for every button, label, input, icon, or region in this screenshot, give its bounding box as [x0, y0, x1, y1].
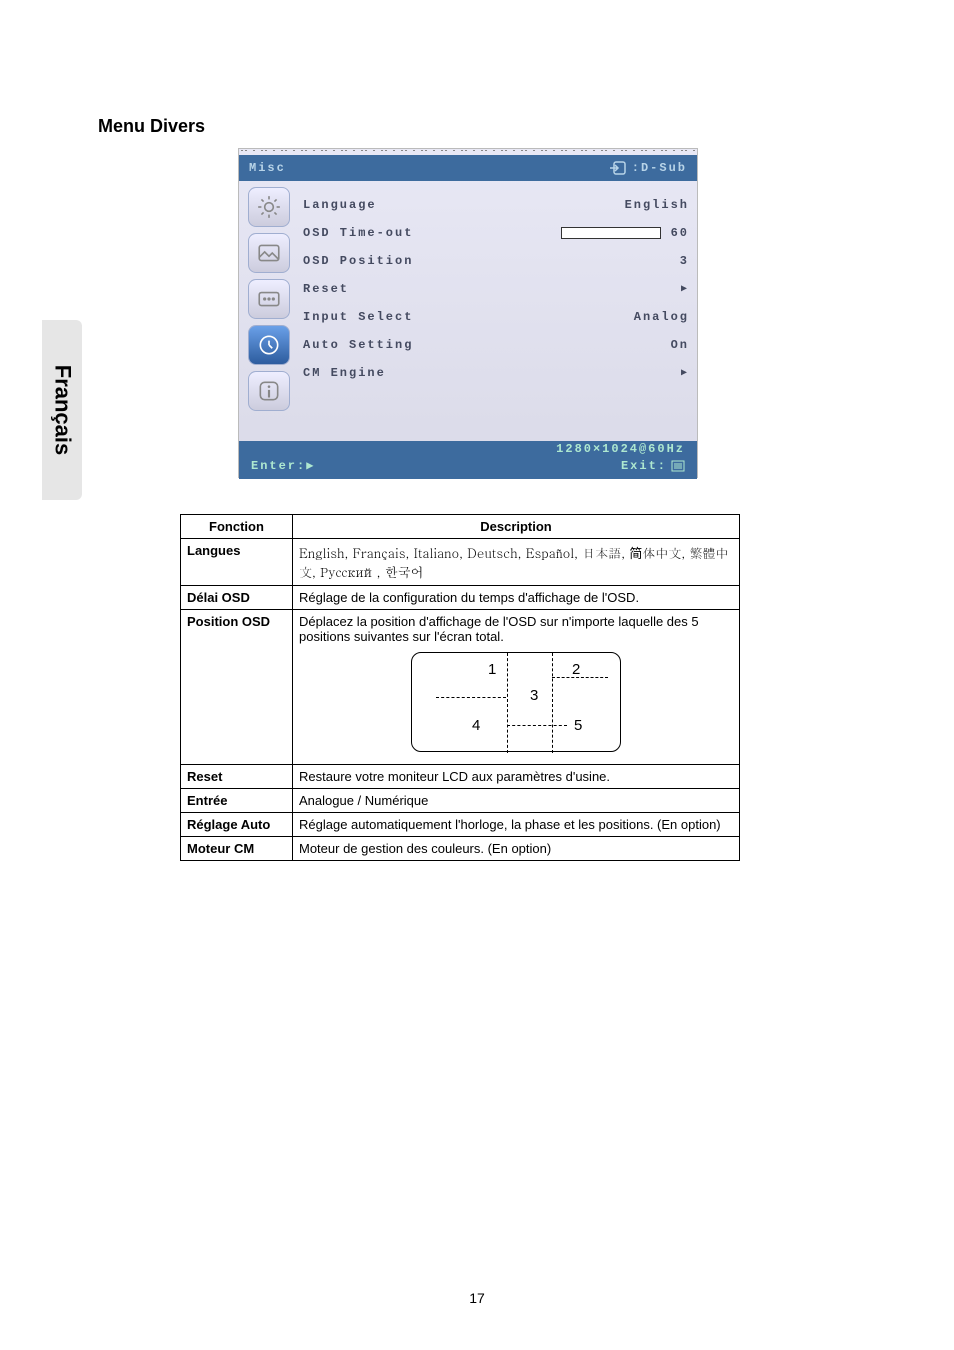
osd-label: OSD Time-out [303, 226, 413, 240]
row-entree: Entrée Analogue / Numérique [181, 789, 740, 813]
osd-row-auto[interactable]: Auto Setting On [303, 331, 689, 359]
row-desc: Analogue / Numérique [293, 789, 740, 813]
pos-1: 1 [488, 661, 496, 678]
osd-row-position[interactable]: OSD Position 3 [303, 247, 689, 275]
row-desc: Réglage automatiquement l'horloge, la ph… [293, 813, 740, 837]
dash-h [507, 725, 567, 726]
pos-3: 3 [530, 687, 538, 704]
osd-value-timeout: 60 [671, 226, 689, 240]
timeout-progress [561, 227, 661, 239]
osd-label: Reset [303, 282, 349, 296]
th-fonction: Fonction [181, 515, 293, 539]
info-icon[interactable] [248, 371, 290, 411]
osd-nav-icons [239, 181, 299, 441]
osd-footer-res: 1280×1024@60Hz [556, 442, 685, 456]
osd-label: Input Select [303, 310, 413, 324]
osd-header: Misc :D-Sub [239, 155, 697, 181]
row-position: Position OSD Déplacez la position d'affi… [181, 610, 740, 765]
dash-v [552, 653, 553, 753]
table-header-row: Fonction Description [181, 515, 740, 539]
osd-value-input: Analog [634, 310, 689, 324]
picture-icon[interactable] [248, 233, 290, 273]
dash-v [507, 653, 508, 753]
osd-value-language: English [625, 198, 689, 212]
page-title: Menu Divers [98, 116, 205, 137]
row-label: Position OSD [181, 610, 293, 765]
osd-row-reset[interactable]: Reset ▶ [303, 275, 689, 303]
osd-title: Misc [249, 161, 286, 175]
dash-h [436, 697, 506, 698]
row-desc: Moteur de gestion des couleurs. (En opti… [293, 837, 740, 861]
row-langues: Langues English, Français, Italiano, Deu… [181, 539, 740, 586]
row-desc: Réglage de la configuration du temps d'a… [293, 586, 740, 610]
osd-value-position: 3 [680, 254, 689, 268]
pos-5: 5 [574, 717, 582, 734]
osd-input-badge-text: :D-Sub [632, 161, 687, 175]
osd-row-timeout[interactable]: OSD Time-out 60 [303, 219, 689, 247]
osd-footer: Enter:▶ 1280×1024@60Hz Exit: [239, 441, 697, 479]
row-desc: English, Français, Italiano, Deutsch, Es… [293, 539, 740, 586]
osd-input-badge: :D-Sub [610, 161, 687, 175]
row-label: Langues [181, 539, 293, 586]
misc-icon[interactable] [248, 325, 290, 365]
row-reglage: Réglage Auto Réglage automatiquement l'h… [181, 813, 740, 837]
page-number: 17 [0, 1290, 954, 1306]
row-label: Moteur CM [181, 837, 293, 861]
th-description: Description [293, 515, 740, 539]
menu-icon [671, 460, 685, 472]
brightness-icon[interactable] [248, 187, 290, 227]
row-desc: Déplacez la position d'affichage de l'OS… [293, 610, 740, 765]
row-delai: Délai OSD Réglage de la configuration du… [181, 586, 740, 610]
osd-label: CM Engine [303, 366, 386, 380]
row-moteur: Moteur CM Moteur de gestion des couleurs… [181, 837, 740, 861]
color-icon[interactable] [248, 279, 290, 319]
dash-h [552, 677, 608, 678]
osd-value-cm: ▶ [681, 367, 689, 379]
row-reset: Reset Restaure votre moniteur LCD aux pa… [181, 765, 740, 789]
osd-value-auto: On [671, 338, 689, 352]
osd-label: Language [303, 198, 377, 212]
osd-row-cm[interactable]: CM Engine ▶ [303, 359, 689, 387]
input-icon [610, 161, 626, 175]
language-tab-text: Français [49, 365, 75, 456]
row-label: Délai OSD [181, 586, 293, 610]
row-desc: Restaure votre moniteur LCD aux paramètr… [293, 765, 740, 789]
row-label: Réglage Auto [181, 813, 293, 837]
osd-body: Language English OSD Time-out 60 OSD Pos… [239, 181, 697, 441]
row-desc-text: Déplacez la position d'affichage de l'OS… [299, 614, 699, 644]
osd-panel: Misc :D-Sub [238, 148, 698, 478]
osd-row-language[interactable]: Language English [303, 191, 689, 219]
osd-row-input[interactable]: Input Select Analog [303, 303, 689, 331]
osd-label: Auto Setting [303, 338, 413, 352]
osd-items: Language English OSD Time-out 60 OSD Pos… [299, 181, 697, 441]
row-label: Entrée [181, 789, 293, 813]
osd-label: OSD Position [303, 254, 413, 268]
osd-value-reset: ▶ [681, 283, 689, 295]
language-tab: Français [42, 320, 82, 500]
pos-2: 2 [572, 661, 580, 678]
row-label: Reset [181, 765, 293, 789]
osd-footer-exit: Exit: [621, 459, 667, 473]
description-table: Fonction Description Langues English, Fr… [180, 514, 740, 861]
osd-footer-enter: Enter:▶ [251, 458, 315, 473]
pos-4: 4 [472, 717, 480, 734]
osd-position-diagram: 1 2 3 4 5 [411, 652, 621, 752]
